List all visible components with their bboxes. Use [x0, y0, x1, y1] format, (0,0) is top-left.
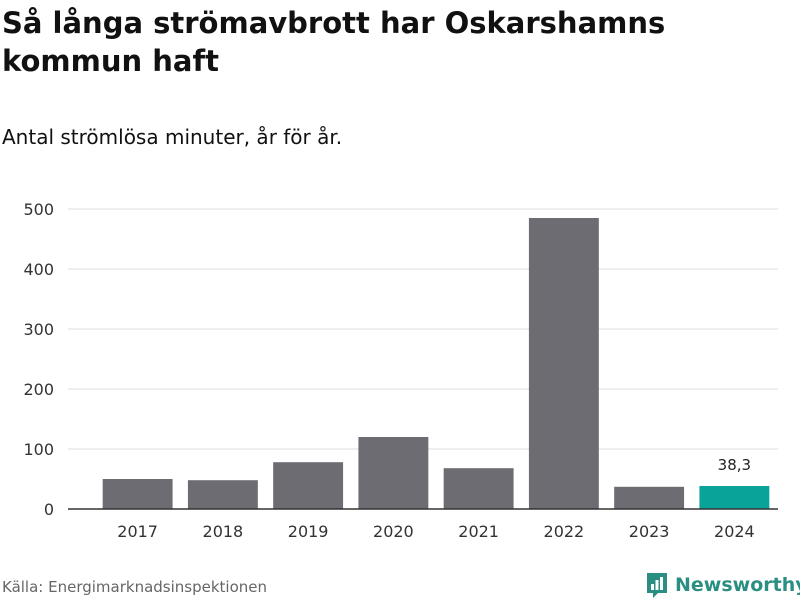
logo-text: Newsworthy: [675, 574, 800, 596]
source-note: Källa: Energimarknadsinspektionen: [2, 578, 268, 596]
bar-2020: [358, 437, 429, 509]
bar-2021: [443, 468, 514, 509]
chart-title: Så långa strömavbrott har Oskarshamns ko…: [2, 6, 666, 78]
x-tick-label-2019: 2019: [288, 522, 329, 541]
y-tick-label-100: 100: [23, 440, 54, 459]
y-tick-label-0: 0: [44, 500, 54, 519]
data-label-2024: 38,3: [718, 456, 751, 474]
x-tick-label-2023: 2023: [629, 522, 670, 541]
newsworthy-logo[interactable]: Newsworthy: [645, 570, 800, 600]
x-tick-label-2018: 2018: [203, 522, 244, 541]
x-tick-label-2020: 2020: [373, 522, 414, 541]
chart-logo-icon: [647, 573, 667, 598]
y-tick-label-300: 300: [23, 320, 54, 339]
x-tick-label-2024: 2024: [714, 522, 755, 541]
bar-2022: [528, 218, 599, 509]
bar-2024: [699, 486, 770, 509]
x-tick-label-2021: 2021: [458, 522, 499, 541]
chart-subtitle: Antal strömlösa minuter, år för år.: [2, 125, 343, 149]
bar-2023: [614, 486, 685, 509]
x-tick-label-2022: 2022: [544, 522, 585, 541]
y-tick-label-200: 200: [23, 380, 54, 399]
bar-2018: [187, 480, 258, 509]
bar-2017: [102, 479, 173, 509]
y-tick-label-400: 400: [23, 260, 54, 279]
y-tick-label-500: 500: [23, 200, 54, 219]
x-tick-label-2017: 2017: [117, 522, 158, 541]
bar-2019: [273, 462, 344, 509]
